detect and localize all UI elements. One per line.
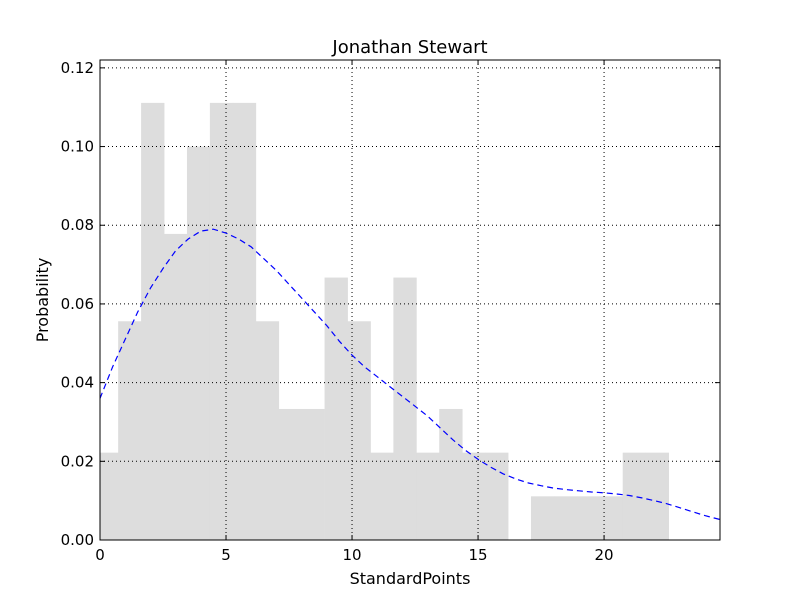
y-tick-label: 0.12 xyxy=(61,59,94,77)
density-curve xyxy=(99,228,721,521)
plot-frame xyxy=(99,59,721,541)
y-tick-label: 0.10 xyxy=(61,138,94,156)
histogram-bar xyxy=(553,496,578,540)
histogram-bar xyxy=(416,452,440,540)
histogram-bar xyxy=(164,233,188,540)
x-tick-label: 0 xyxy=(95,546,105,564)
chart-title: Jonathan Stewart xyxy=(331,37,487,58)
histogram-bar xyxy=(599,496,624,540)
histogram-bar xyxy=(645,452,669,540)
histogram-bar xyxy=(462,452,486,540)
histogram-bar xyxy=(118,321,142,540)
y-tick-label: 0.06 xyxy=(61,295,94,313)
y-tick-label: 0.00 xyxy=(61,531,94,549)
y-tick-label: 0.02 xyxy=(61,452,94,470)
x-axis-label: StandardPoints xyxy=(350,569,471,588)
histogram-bar xyxy=(209,102,234,540)
y-tick-label: 0.04 xyxy=(61,374,94,392)
histogram-bar xyxy=(301,408,325,540)
x-tick-label: 15 xyxy=(469,546,488,564)
x-tick-label: 10 xyxy=(342,546,361,564)
histogram-bar xyxy=(530,496,555,540)
y-tick-label: 0.08 xyxy=(61,216,94,234)
histogram-bar xyxy=(100,452,119,540)
histogram-bar xyxy=(324,277,348,540)
histogram-bar xyxy=(278,408,303,540)
histogram-bar xyxy=(186,146,211,540)
histogram-bar xyxy=(141,102,165,540)
histogram-bar xyxy=(347,321,371,540)
axis-ticks: 0 5 10 15 20 0.00 0.02 0.04 0.06 0.08 0.10 0.12 xyxy=(61,59,720,564)
histogram-bar xyxy=(255,321,280,540)
y-axis-label: Probability xyxy=(33,258,52,343)
x-tick-label: 20 xyxy=(595,546,614,564)
histogram-bar xyxy=(370,452,394,540)
histogram-bar xyxy=(622,452,647,540)
histogram-bar xyxy=(439,408,463,540)
histogram-bar xyxy=(485,452,509,540)
x-tick-label: 5 xyxy=(221,546,231,564)
histogram-bar xyxy=(393,277,417,540)
histogram-bar xyxy=(576,496,601,540)
histogram-bars xyxy=(100,102,669,540)
density-curve-layer xyxy=(99,228,721,521)
histogram-bar xyxy=(232,102,257,540)
